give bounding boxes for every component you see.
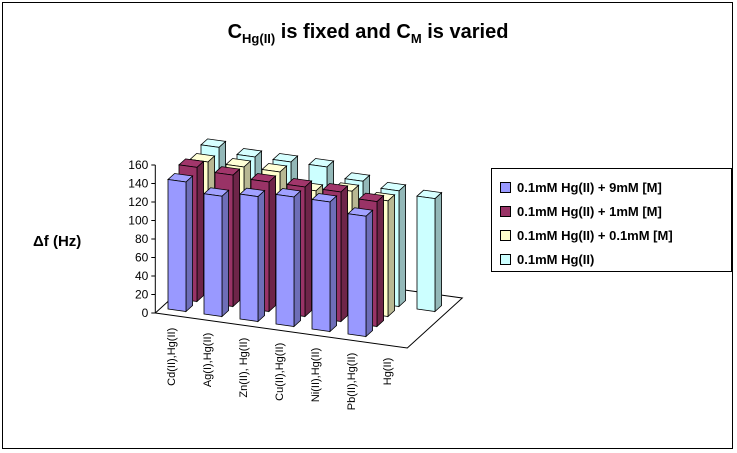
legend-item-9mm: 0.1mM Hg(II) + 9mM [M]: [500, 175, 731, 199]
title-subscript: M: [411, 31, 422, 46]
bar-0-0: [167, 173, 194, 313]
y-tick-label: 40: [135, 269, 149, 283]
x-tick-label: Zn(II), Hg(II): [238, 338, 250, 398]
title-part: is fixed and C: [275, 21, 411, 43]
y-tick-label: 100: [128, 214, 148, 228]
bar-0-1: [203, 187, 230, 318]
legend-label: 0.1mM Hg(II) + 0.1mM [M]: [517, 227, 673, 243]
title-part: is varied: [422, 21, 509, 43]
plot-area: [154, 138, 464, 349]
x-tick-label: Cu(II),Hg(II): [274, 343, 286, 401]
bar-0-4: [311, 193, 338, 333]
legend-item-1mm: 0.1mM Hg(II) + 1mM [M]: [500, 199, 731, 223]
y-tick-label: 0: [142, 306, 149, 320]
y-tick-label: 60: [135, 251, 149, 265]
bar-0-5: [347, 207, 374, 338]
chart-frame: CHg(II) is fixed and CM is varied 0 20 40 6…: [2, 2, 733, 449]
x-tick-label: Ni(II),Hg(II): [310, 348, 322, 402]
x-tick-label: Pb(II),Hg(II): [346, 353, 358, 410]
chart-canvas: CHg(II) is fixed and CM is varied 020406…: [33, 21, 509, 410]
y-tick-label: 160: [128, 158, 148, 172]
legend: 0.1mM Hg(II) + 9mM [M] 0.1mM Hg(II) + 1m…: [491, 168, 732, 272]
bar-0-3: [275, 188, 302, 328]
y-axis: 0 20 40 60 80 100 120 140 160: [128, 158, 156, 320]
legend-swatch: [500, 205, 511, 217]
legend-label: 0.1mM Hg(II): [517, 251, 595, 267]
title-subscript: Hg(II): [242, 31, 275, 46]
legend-swatch: [500, 181, 511, 193]
y-tick-label: 140: [128, 177, 148, 191]
legend-item-0-1mm: 0.1mM Hg(II) + 0.1mM [M]: [500, 223, 731, 247]
x-axis: Cd(II),Hg(II) Ag(I),Hg(II) Zn(II), Hg(II) C…: [166, 328, 394, 410]
x-tick-label: Cd(II),Hg(II): [166, 328, 178, 386]
legend-item-hg-only: 0.1mM Hg(II): [500, 247, 731, 271]
legend-swatch: [500, 253, 511, 265]
x-tick-label: Ag(I),Hg(II): [202, 333, 214, 387]
x-tick-label: Hg(II): [382, 358, 394, 386]
legend-label: 0.1mM Hg(II) + 9mM [M]: [517, 179, 662, 195]
legend-swatch: [500, 229, 511, 241]
y-tick-label: 120: [128, 195, 148, 209]
bar-0-2: [239, 187, 266, 323]
chart-title: CHg(II) is fixed and CM is varied: [228, 21, 509, 46]
y-tick-label: 80: [135, 232, 149, 246]
bar-3-6: [416, 189, 443, 313]
y-tick-label: 20: [135, 288, 149, 302]
y-axis-label: Δf (Hz): [33, 233, 81, 250]
legend-label: 0.1mM Hg(II) + 1mM [M]: [517, 203, 662, 219]
title-part: C: [228, 21, 242, 43]
